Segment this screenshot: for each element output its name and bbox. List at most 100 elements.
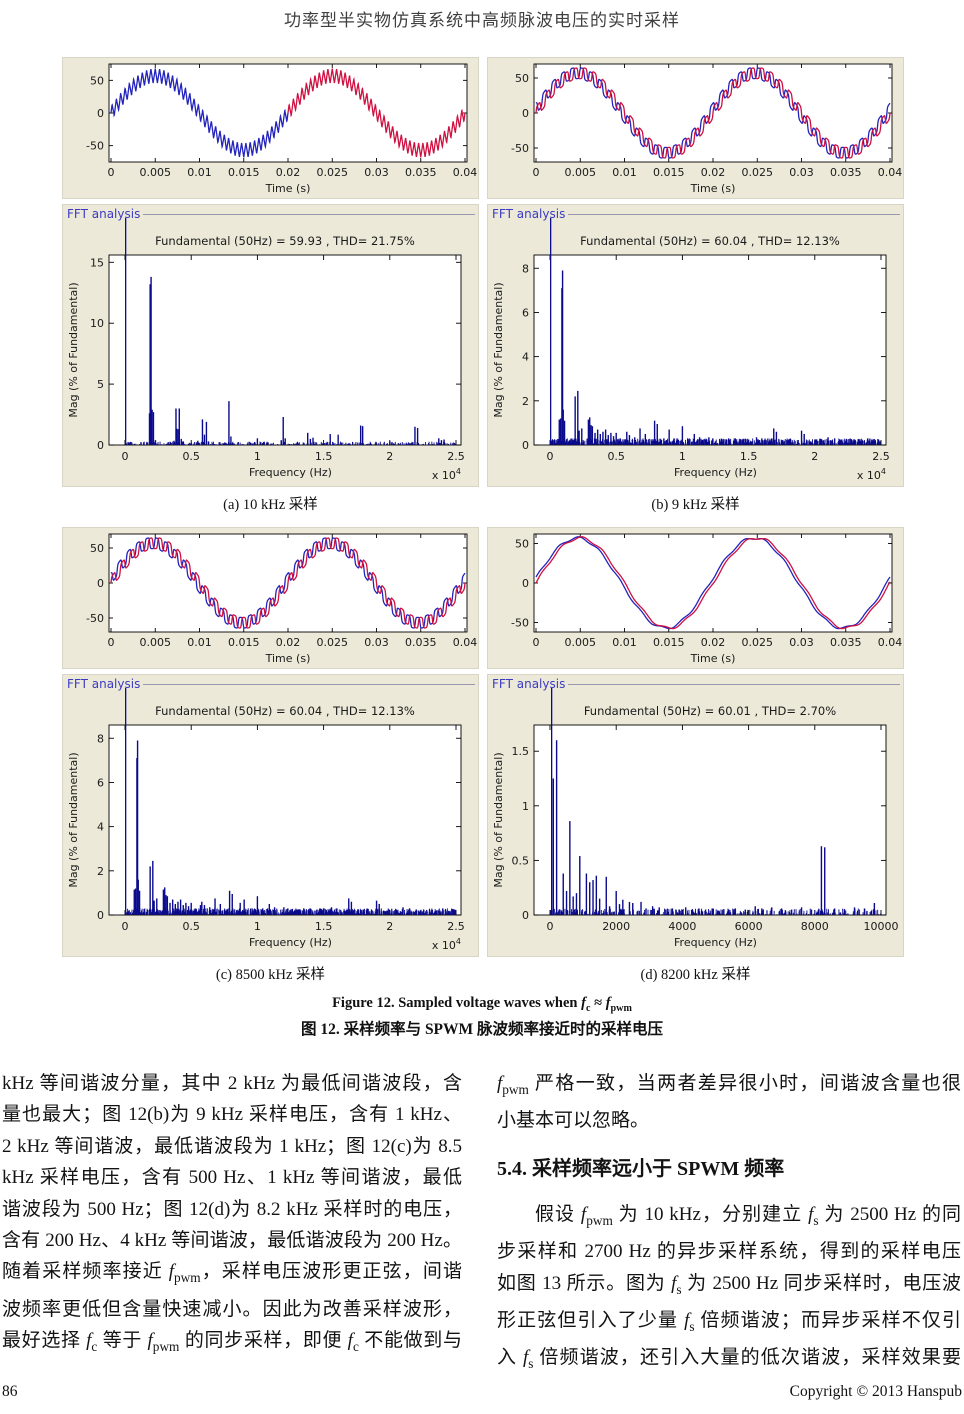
svg-text:5: 5 [97,378,104,391]
svg-text:4: 4 [522,351,529,364]
subfigure-c: 50 0 -50 0 0.005 0.01 0.015 0.02 0.025 0.03 0.035 0… [62,527,479,987]
fft-analysis-label: FFT analysis [67,207,141,221]
subcaption-b: (b) 9 kHz 采样 [651,497,740,513]
body-text-line: 2 kHz 等间谐波，最低谐波段为 1 kHz；图 12(c)为 8.5 [2,1135,462,1157]
svg-text:6: 6 [522,306,529,319]
svg-text:2000: 2000 [602,920,630,933]
svg-text:0.005: 0.005 [565,636,597,649]
fft-analysis-label: FFT analysis [492,677,566,691]
svg-text:0.5: 0.5 [607,450,625,463]
svg-text:50: 50 [515,537,529,550]
svg-text:Time (s): Time (s) [690,652,736,665]
svg-text:0.035: 0.035 [830,166,862,179]
svg-text:2: 2 [522,395,529,408]
svg-text:50: 50 [515,72,529,85]
subcaption-a: (a) 10 kHz 采样 [223,497,318,513]
svg-text:1: 1 [679,450,686,463]
page-footer: 86 Copyright © 2013 Hanspub [2,1383,962,1401]
svg-text:Mag (% of Fundamental): Mag (% of Fundamental) [67,752,80,887]
svg-text:Mag (% of Fundamental): Mag (% of Fundamental) [67,282,80,417]
panel-c-waveform: 50 0 -50 0 0.005 0.01 0.015 0.02 0.025 0.03 0.035 0… [62,527,479,669]
svg-text:0.03: 0.03 [789,636,814,649]
svg-text:0: 0 [97,909,104,922]
svg-text:0.02: 0.02 [701,166,726,179]
fft-analysis-header: FFT analysis [492,207,900,221]
body-text-line: fpwm 严格一致，当两者差异很小时，间谐波含量也很 [497,1073,961,1097]
svg-text:0.025: 0.025 [317,636,349,649]
svg-text:1: 1 [522,800,529,813]
svg-text:0: 0 [522,577,529,590]
svg-text:15: 15 [90,256,104,269]
svg-text:0: 0 [547,920,554,933]
svg-text:0: 0 [97,107,104,120]
time-waveform-chart-a: 50 0 -50 0 0.005 0.01 0.015 0.02 0.025 0.03 0.035 0… [63,58,478,198]
svg-text:4: 4 [97,821,104,834]
panel-d-fft: FFT analysis Fundamental (50Hz) = 60.01 … [487,674,904,957]
fft-analysis-header: FFT analysis [67,207,475,221]
svg-text:0: 0 [97,577,104,590]
svg-text:2.5: 2.5 [872,450,890,463]
svg-text:0: 0 [108,636,115,649]
body-text-line: 随着采样频率接近 fpwm，采样电压波形更正弦，间谐 [2,1261,462,1286]
subfigure-a: 50 0 -50 0 0.005 0.01 0.015 0.02 0.025 0.03 0.035 0… [62,57,479,517]
svg-text:1.5: 1.5 [315,920,333,933]
copyright-text: Copyright © 2013 Hanspub [789,1383,962,1400]
svg-text:1.5: 1.5 [315,450,333,463]
svg-text:0.01: 0.01 [187,636,212,649]
fft-rule-line [568,214,900,215]
fft-spectrum-chart-c: Fundamental (50Hz) = 60.04 , THD= 12.13%… [63,675,478,956]
svg-text:0.04: 0.04 [878,166,903,179]
fft-spectrum-chart-a: Fundamental (50Hz) = 59.93 , THD= 21.75%… [63,205,478,486]
fft-rule-line [143,684,475,685]
svg-text:Fundamental (50Hz) = 60.04 , T: Fundamental (50Hz) = 60.04 , THD= 12.13% [155,704,415,718]
svg-text:0.005: 0.005 [140,166,172,179]
svg-text:-50: -50 [511,617,529,630]
svg-text:0.015: 0.015 [653,166,685,179]
svg-text:0.015: 0.015 [653,636,685,649]
svg-text:Mag (% of Fundamental): Mag (% of Fundamental) [492,752,505,887]
body-text-line: kHz 采样电压，含有 500 Hz、1 kHz 等间谐波，最低 [2,1167,462,1189]
svg-text:0.035: 0.035 [405,636,437,649]
page-number: 86 [2,1383,18,1400]
subcaption-d: (d) 8200 kHz 采样 [640,967,751,983]
subcaption-c: (c) 8500 kHz 采样 [215,967,326,983]
svg-text:0: 0 [547,450,554,463]
svg-text:0: 0 [122,450,129,463]
svg-text:Frequency (Hz): Frequency (Hz) [674,466,757,479]
svg-text:0: 0 [108,166,115,179]
svg-text:6000: 6000 [735,920,763,933]
body-text-line: 假设 fpwm 为 10 kHz，分别建立 fs 为 2500 Hz 的同 [535,1204,962,1228]
body-text-line: 量也最大；图 12(b)为 9 kHz 采样电压，含有 1 kHz、 [2,1104,462,1126]
svg-text:Mag (% of Fundamental): Mag (% of Fundamental) [492,282,505,417]
subfigure-b: 50 0 -50 0 0.005 0.01 0.015 0.02 0.025 0.03 0.035 0… [487,57,904,517]
svg-text:2: 2 [97,865,104,878]
svg-text:8000: 8000 [801,920,829,933]
svg-text:8: 8 [97,732,104,745]
svg-text:1.5: 1.5 [740,450,758,463]
svg-text:Time (s): Time (s) [265,182,311,195]
svg-text:0.02: 0.02 [701,636,726,649]
figure-caption: Figure 12. Sampled voltage waves when fc… [0,993,964,1041]
time-waveform-chart-b: 50 0 -50 0 0.005 0.01 0.015 0.02 0.025 0.03 0.035 0… [488,58,903,198]
svg-text:10: 10 [90,317,104,330]
svg-text:Time (s): Time (s) [265,652,311,665]
svg-text:0.02: 0.02 [276,636,301,649]
svg-text:2.5: 2.5 [447,450,465,463]
svg-text:0.035: 0.035 [405,166,437,179]
svg-text:0.015: 0.015 [228,636,260,649]
subfigure-d: 50 0 -50 0 0.005 0.01 0.015 0.02 0.025 0.03 0.035 0… [487,527,904,987]
panel-a-waveform: 50 0 -50 0 0.005 0.01 0.015 0.02 0.025 0.03 0.035 0… [62,57,479,199]
body-column-left: kHz 等间谐波分量，其中 2 kHz 为最低间谐波段，含 量也最大；图 12(… [2,1068,462,1362]
figure-caption-en: Figure 12. Sampled voltage waves when fc… [332,995,632,1014]
svg-text:Fundamental (50Hz) = 59.93 , T: Fundamental (50Hz) = 59.93 , THD= 21.75% [155,234,415,248]
svg-text:Fundamental (50Hz) = 60.04 , T: Fundamental (50Hz) = 60.04 , THD= 12.13% [580,234,840,248]
section-heading-5-4: 5.4. 采样频率远小于 SPWM 频率 [497,1157,785,1180]
svg-text:0: 0 [522,439,529,452]
svg-text:1: 1 [254,450,261,463]
time-waveform-chart-c: 50 0 -50 0 0.005 0.01 0.015 0.02 0.025 0.03 0.035 0… [63,528,478,668]
body-text-line: 最好选择 fc 等于 fpwm 的同步采样，即便 fc 不能做到与 [2,1330,462,1354]
fft-analysis-label: FFT analysis [492,207,566,221]
svg-text:Time (s): Time (s) [690,182,736,195]
fft-spectrum-chart-d: Fundamental (50Hz) = 60.01 , THD= 2.70% 0… [488,675,903,956]
svg-text:Fundamental (50Hz) = 60.01 , T: Fundamental (50Hz) = 60.01 , THD= 2.70% [584,704,836,718]
